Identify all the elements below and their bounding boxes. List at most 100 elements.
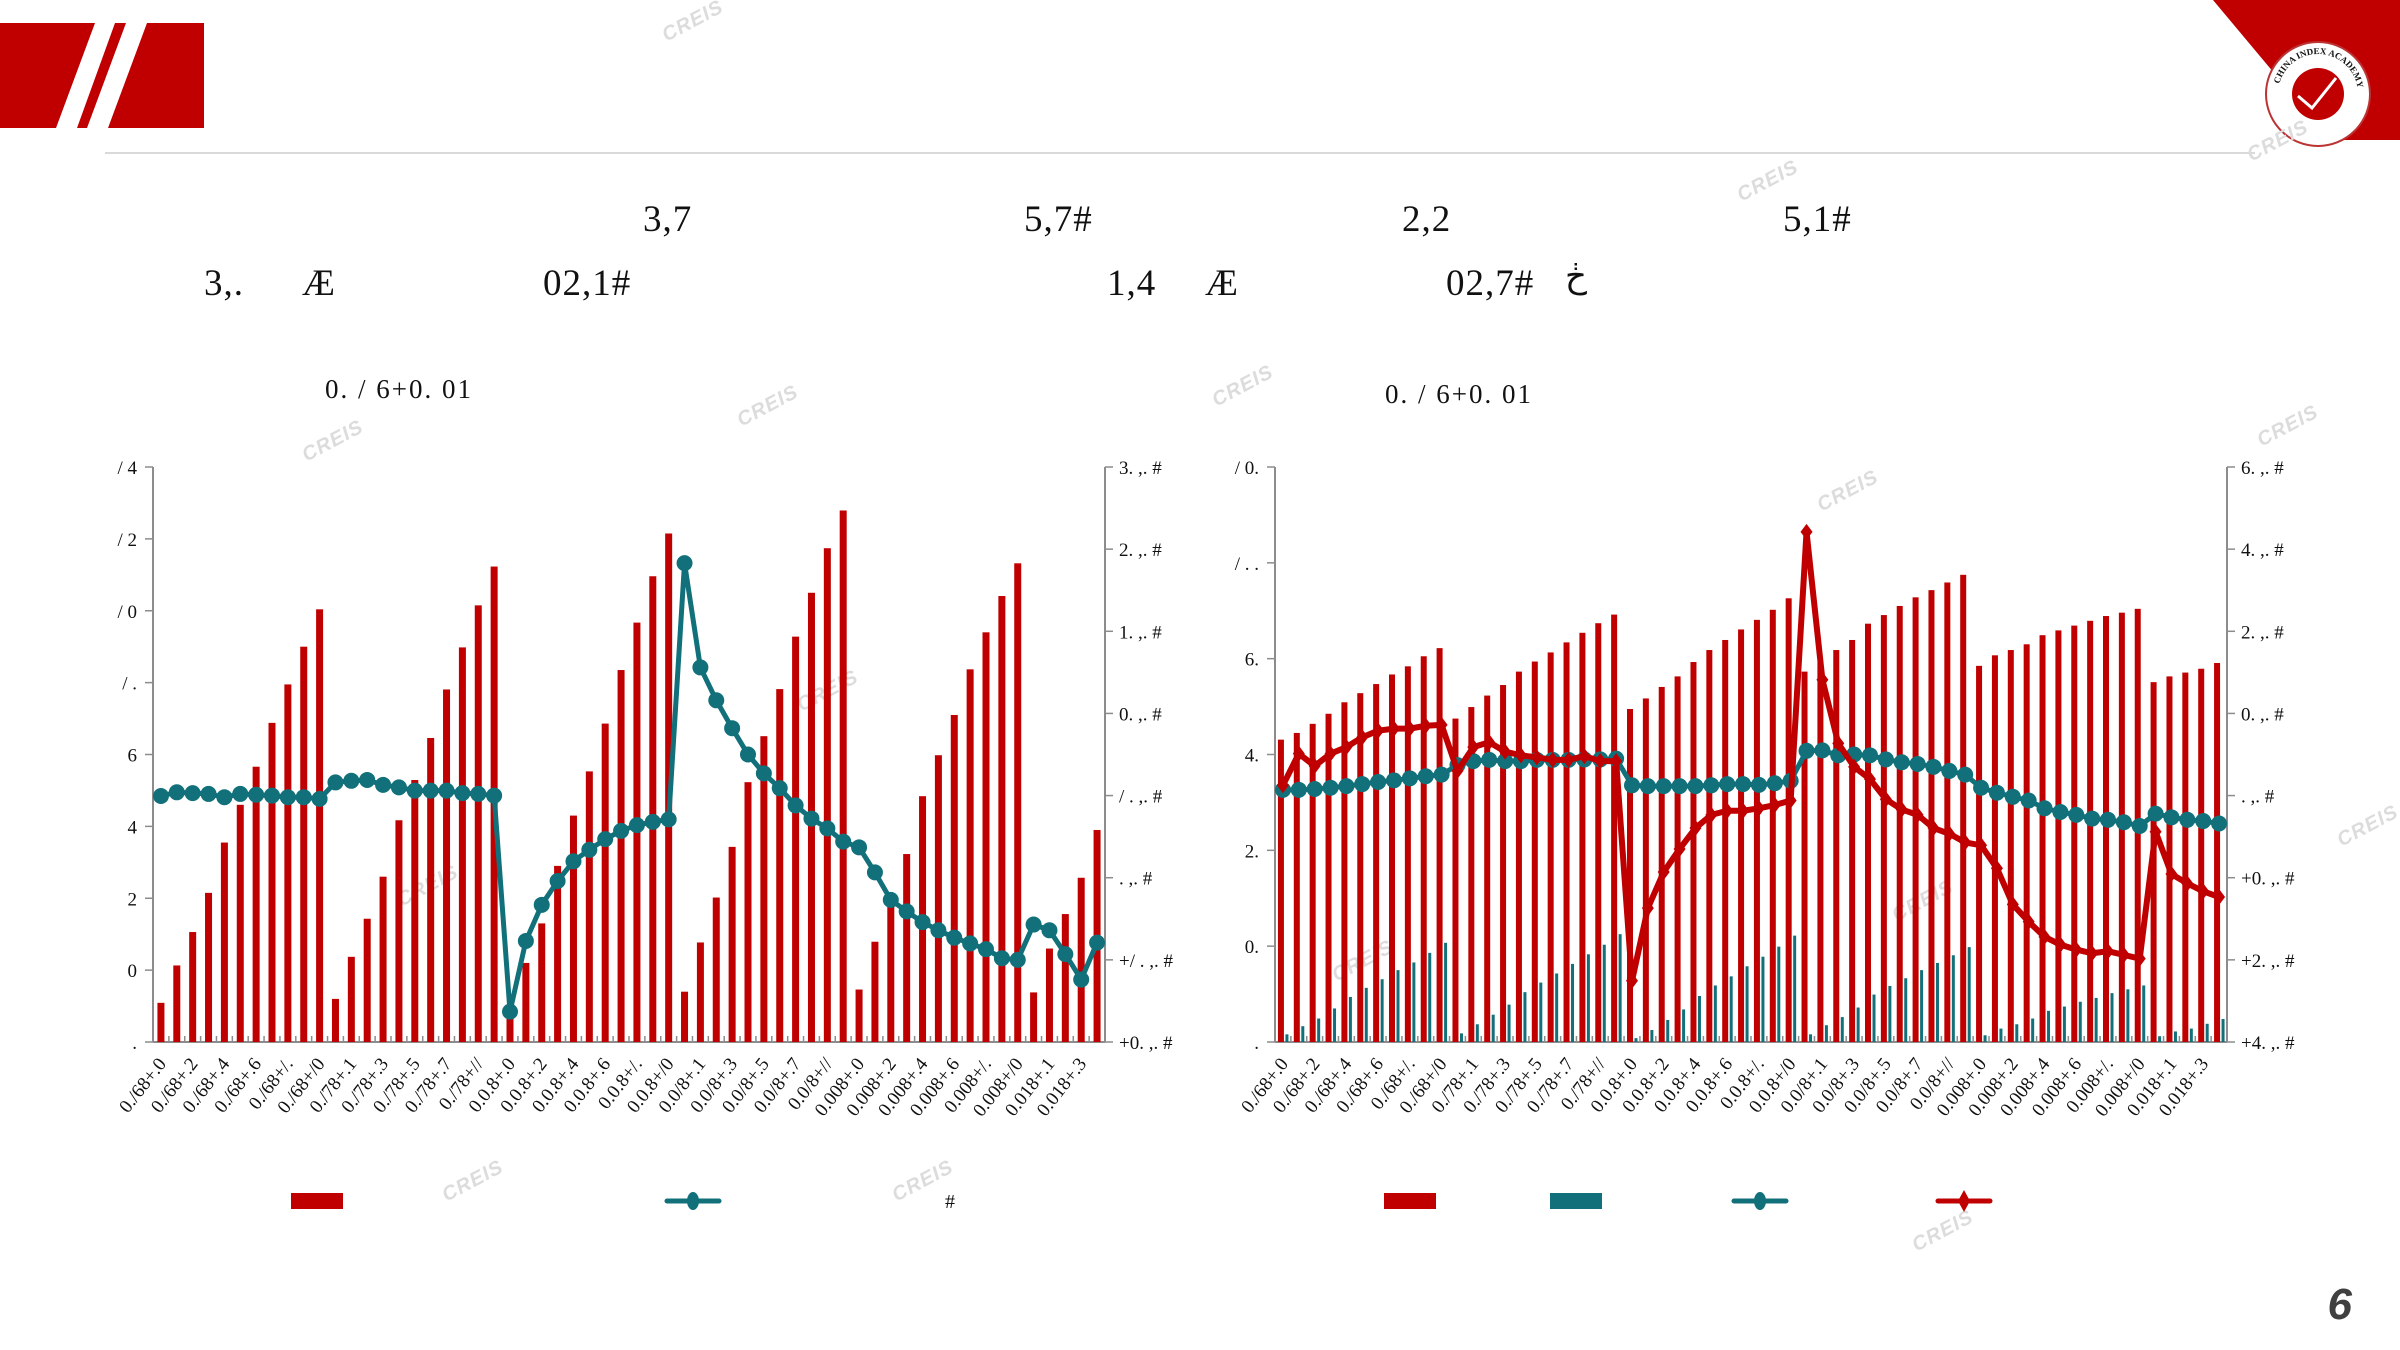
line-point	[1578, 748, 1591, 765]
bar	[1420, 656, 1427, 1042]
line-point	[1766, 775, 1783, 792]
bar	[2221, 1019, 2225, 1042]
bar	[1077, 877, 1085, 1042]
bar	[1999, 1028, 2003, 1042]
bar	[1468, 707, 1475, 1042]
left-y-tick-label: .	[132, 1033, 137, 1054]
bar	[427, 737, 435, 1042]
bar	[2007, 650, 2014, 1042]
legend-marker	[1754, 1192, 1766, 1210]
bar	[1738, 629, 1745, 1042]
line-point	[1324, 745, 1337, 762]
line-point	[2052, 804, 2069, 820]
bar	[1531, 661, 1538, 1042]
bar	[1309, 723, 1316, 1042]
bar	[316, 609, 324, 1042]
line-point	[1499, 743, 1512, 760]
line-point	[248, 786, 265, 803]
line-point	[1703, 777, 1720, 794]
line-point	[1306, 781, 1323, 797]
bar	[950, 714, 958, 1042]
line-point	[2131, 817, 2148, 834]
right-y-tick-label: 6. ,. #	[2241, 458, 2284, 479]
line-point	[708, 692, 725, 709]
bar	[379, 876, 387, 1042]
line-point	[1514, 747, 1527, 764]
left-y-tick-label: 6.	[1245, 650, 1259, 671]
line-point	[2070, 941, 2083, 958]
bar	[1515, 671, 1522, 1042]
line-point	[851, 839, 868, 856]
headline-fragment: 02,7#	[1446, 263, 1535, 304]
line-point	[1925, 758, 1942, 775]
bar	[1833, 650, 1840, 1042]
legend-label: #	[945, 1191, 955, 1213]
line-point	[1814, 742, 1831, 759]
right-y-tick-label: / . ,. #	[1119, 787, 1163, 808]
line-point	[2179, 811, 2196, 828]
left-y-tick-label: / 4	[117, 458, 137, 479]
right-y-tick-label: 3. ,. #	[1119, 458, 1162, 479]
line-point	[1750, 776, 1767, 793]
line-point	[2004, 788, 2021, 805]
line-point	[1594, 753, 1607, 770]
bar	[1436, 648, 1443, 1042]
left-y-tick-label: / 2	[117, 530, 137, 551]
bar	[2015, 1024, 2019, 1042]
line-point	[1639, 778, 1656, 795]
right-y-tick-label: 4. ,. #	[2241, 540, 2284, 561]
bar	[2103, 616, 2109, 1042]
bar	[1896, 605, 1903, 1042]
bar	[2023, 644, 2030, 1042]
line-point	[1403, 720, 1416, 737]
line-point	[1957, 766, 1974, 783]
line-point	[946, 929, 963, 946]
bar	[1045, 948, 1053, 1042]
line-point	[1467, 739, 1480, 756]
line-point	[1864, 771, 1876, 788]
bar	[696, 942, 704, 1042]
bar	[1325, 713, 1332, 1042]
bar	[585, 771, 593, 1042]
line-point	[375, 776, 392, 793]
line-point	[1959, 834, 1972, 851]
bar	[1650, 1030, 1654, 1042]
bar	[1729, 976, 1733, 1042]
bar	[1595, 623, 1602, 1042]
headline-fragment: 2,2	[1402, 199, 1452, 240]
bar	[903, 854, 911, 1042]
line-point	[390, 779, 407, 796]
line-point	[1292, 745, 1305, 762]
line-point	[2084, 810, 2101, 827]
bar	[2189, 1028, 2193, 1042]
bar	[1753, 619, 1760, 1042]
right-y-tick-label: . ,. #	[1119, 869, 1153, 890]
line-point	[2086, 945, 2099, 962]
bar	[1285, 1034, 1289, 1042]
left-y-tick-label: / .	[122, 674, 137, 695]
headline-fragment: Æ	[302, 263, 336, 304]
bar	[1404, 666, 1411, 1042]
headline-fragment: 02,1#	[543, 263, 632, 304]
line-point	[406, 782, 423, 799]
line-point	[1895, 801, 1908, 818]
line-point	[1290, 781, 1307, 798]
line-point	[1417, 768, 1434, 785]
bar	[1341, 702, 1348, 1042]
line-point	[502, 1003, 518, 1020]
line-point	[1338, 778, 1355, 795]
bar	[2198, 668, 2205, 1042]
right-y-tick-label: +2. ,. #	[2241, 951, 2295, 972]
bar	[601, 723, 609, 1042]
left-y-tick-label: / . .	[1235, 554, 1259, 575]
bar	[1777, 946, 1781, 1042]
bar	[1817, 662, 1824, 1042]
right-chart-title: 0. / 6+0. 01	[1385, 379, 1533, 409]
line-point	[2147, 805, 2164, 822]
line-point	[1975, 837, 1988, 854]
line-point	[1877, 751, 1894, 768]
line-point	[1401, 770, 1418, 787]
legend-item	[291, 1193, 343, 1209]
line-point	[660, 811, 677, 828]
